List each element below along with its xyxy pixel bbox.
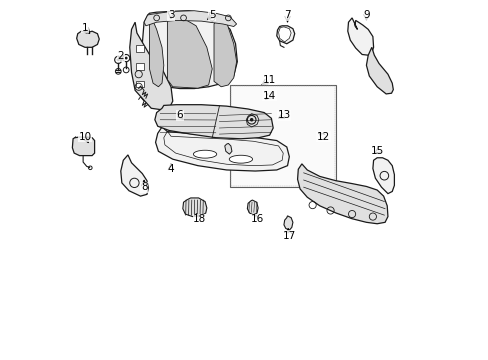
Text: 2: 2: [117, 51, 124, 61]
Polygon shape: [179, 115, 191, 138]
Polygon shape: [247, 200, 258, 215]
Bar: [136, 45, 144, 51]
Text: 16: 16: [250, 215, 263, 224]
Polygon shape: [77, 31, 99, 47]
Polygon shape: [167, 12, 212, 88]
Text: 9: 9: [363, 10, 369, 20]
Text: 10: 10: [78, 132, 91, 142]
Circle shape: [249, 118, 253, 122]
Polygon shape: [129, 22, 172, 110]
Text: 1: 1: [81, 23, 88, 33]
Polygon shape: [155, 105, 273, 139]
Polygon shape: [214, 17, 236, 87]
Ellipse shape: [193, 150, 216, 158]
Polygon shape: [224, 143, 231, 154]
Polygon shape: [183, 198, 206, 217]
Polygon shape: [297, 164, 387, 224]
Circle shape: [117, 58, 120, 61]
Polygon shape: [278, 27, 290, 42]
Bar: [136, 63, 144, 69]
Circle shape: [124, 57, 127, 59]
Text: 4: 4: [167, 164, 174, 174]
Ellipse shape: [229, 155, 252, 163]
Polygon shape: [347, 18, 373, 55]
Polygon shape: [144, 11, 236, 27]
Polygon shape: [149, 17, 163, 87]
Polygon shape: [284, 216, 292, 230]
Text: 15: 15: [370, 146, 383, 156]
Polygon shape: [276, 26, 294, 44]
Bar: [230, 86, 335, 186]
Text: 13: 13: [277, 111, 290, 121]
Text: 3: 3: [167, 10, 174, 20]
Bar: [136, 81, 144, 87]
Polygon shape: [366, 47, 392, 94]
Bar: [230, 85, 335, 187]
Text: 7: 7: [284, 10, 290, 20]
Text: 5: 5: [208, 10, 215, 20]
Polygon shape: [121, 155, 148, 196]
Text: 11: 11: [263, 75, 276, 85]
Text: 14: 14: [263, 91, 276, 101]
Text: 18: 18: [193, 215, 206, 224]
Text: 17: 17: [282, 231, 295, 240]
Text: 6: 6: [176, 111, 183, 121]
Text: 12: 12: [316, 132, 329, 142]
Polygon shape: [155, 127, 289, 171]
Text: 8: 8: [141, 182, 147, 192]
Polygon shape: [142, 11, 237, 89]
Polygon shape: [72, 137, 94, 156]
Polygon shape: [372, 158, 394, 194]
